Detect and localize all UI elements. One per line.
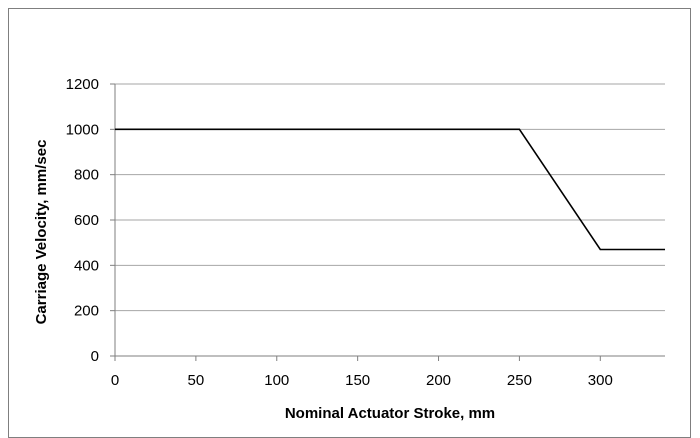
x-tick-label-200: 200 xyxy=(426,372,451,389)
grid-lines xyxy=(115,84,665,311)
x-tick-label-50: 50 xyxy=(188,372,205,389)
x-axis-title: Nominal Actuator Stroke, mm xyxy=(285,405,495,422)
y-tick-label-200: 200 xyxy=(74,303,99,320)
x-tick-label-300: 300 xyxy=(588,372,613,389)
y-tick-label-600: 600 xyxy=(74,212,99,229)
x-tick-label-0: 0 xyxy=(111,372,119,389)
chart-svg: 0 200 400 600 800 1000 1200 0 50 100 150 200 250 300… xyxy=(0,0,700,422)
y-axis-title: Carriage Velocity, mm/sec xyxy=(33,140,50,325)
series-layer xyxy=(115,129,665,249)
y-tick-label-800: 800 xyxy=(74,167,99,184)
y-tick-labels: 0 200 400 600 800 1000 1200 xyxy=(66,76,99,365)
y-tick-label-0: 0 xyxy=(91,348,99,365)
y-tick-label-400: 400 xyxy=(74,257,99,274)
y-tick-label-1200: 1200 xyxy=(66,76,99,93)
x-tick-labels: 0 50 100 150 200 250 300 xyxy=(111,372,613,389)
x-tick-label-100: 100 xyxy=(264,372,289,389)
y-tick-label-1000: 1000 xyxy=(66,121,99,138)
series-line-0 xyxy=(115,129,665,249)
x-tick-label-150: 150 xyxy=(345,372,370,389)
x-tick-label-250: 250 xyxy=(507,372,532,389)
